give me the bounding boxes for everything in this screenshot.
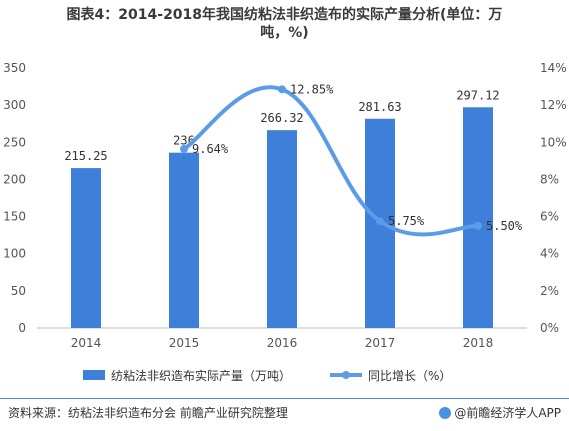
line-series: 9.64% 12.85% 5.75% 5.50%: [180, 82, 523, 237]
bar-data-label: 281.63: [358, 100, 401, 114]
right-axis-tick-label: 6%: [540, 210, 559, 224]
line-data-label: 9.64%: [192, 142, 229, 156]
left-axis-tick-label: 350: [3, 61, 26, 75]
right-axis-tick-label: 0%: [540, 321, 559, 335]
legend: 纺粘法非织造布实际产量（万吨） 同比增长（%）: [83, 368, 451, 383]
left-axis-tick-label: 50: [11, 284, 26, 298]
chart-title-line2: 吨，%): [260, 25, 309, 41]
bar-data-label: 266.32: [260, 111, 303, 125]
legend-bar-swatch: [83, 370, 105, 380]
bar: [267, 130, 297, 328]
left-axis-tick-label: 100: [3, 247, 26, 261]
right-axis-tick-label: 8%: [540, 172, 559, 186]
left-axis-tick-label: 300: [3, 98, 26, 112]
brand-text: @前瞻经济学人APP: [454, 406, 561, 420]
legend-bar-label: 纺粘法非织造布实际产量（万吨）: [111, 368, 291, 383]
chart-title: 图表4：2014-2018年我国纺粘法非织造布的实际产量分析(单位：万 吨，%): [0, 6, 569, 42]
right-axis: 0% 2% 4% 6% 8% 10% 12% 14%: [540, 61, 567, 335]
bar: [169, 152, 199, 328]
growth-line: [182, 85, 480, 237]
left-axis-tick-label: 0: [18, 321, 26, 335]
x-axis-tick-label: 2018: [463, 336, 494, 350]
line-data-label: 5.75%: [388, 214, 425, 228]
brand-logo-icon: [439, 407, 452, 419]
x-axis-tick-label: 2014: [71, 336, 102, 350]
x-axis-tick-label: 2015: [169, 336, 200, 350]
bar-data-label: 215.25: [64, 149, 107, 163]
left-axis-tick-label: 200: [3, 172, 26, 186]
chart-title-line1: 图表4：2014-2018年我国纺粘法非织造布的实际产量分析(单位：万: [66, 7, 503, 23]
line-point: [376, 217, 384, 226]
left-axis-tick-label: 250: [3, 135, 26, 149]
source-note: 资料来源：纺粘法非织造布分会 前瞻产业研究院整理: [8, 406, 288, 420]
line-point: [474, 221, 482, 230]
left-axis-tick-label: 150: [3, 210, 26, 224]
chart-area: 0 50 100 150 200 250 300 350 0% 2% 4% 6% 8% 10% 12% 14…: [3, 61, 567, 383]
right-axis-tick-label: 14%: [540, 61, 567, 75]
footer-divider: [0, 398, 569, 399]
right-axis-tick-label: 2%: [540, 284, 559, 298]
bar-data-label: 297.12: [456, 88, 499, 102]
right-axis-tick-label: 10%: [540, 135, 567, 149]
right-axis-tick-label: 12%: [540, 98, 567, 112]
x-axis-tick-label: 2017: [365, 336, 396, 350]
line-point: [180, 144, 188, 153]
right-axis-tick-label: 4%: [540, 247, 559, 261]
left-axis: 0 50 100 150 200 250 300 350: [3, 61, 26, 335]
legend-line-marker: [342, 371, 350, 379]
brand-credit: @前瞻经济学人APP: [439, 404, 561, 421]
x-axis: 2014 2015 2016 2017 2018: [37, 327, 527, 350]
bar: [71, 168, 101, 328]
bar: [463, 107, 493, 328]
legend-line-label: 同比增长（%）: [368, 369, 451, 383]
line-point: [278, 85, 286, 94]
line-data-label: 12.85%: [290, 82, 334, 96]
line-data-label: 5.50%: [486, 219, 523, 233]
x-axis-tick-label: 2016: [267, 336, 298, 350]
